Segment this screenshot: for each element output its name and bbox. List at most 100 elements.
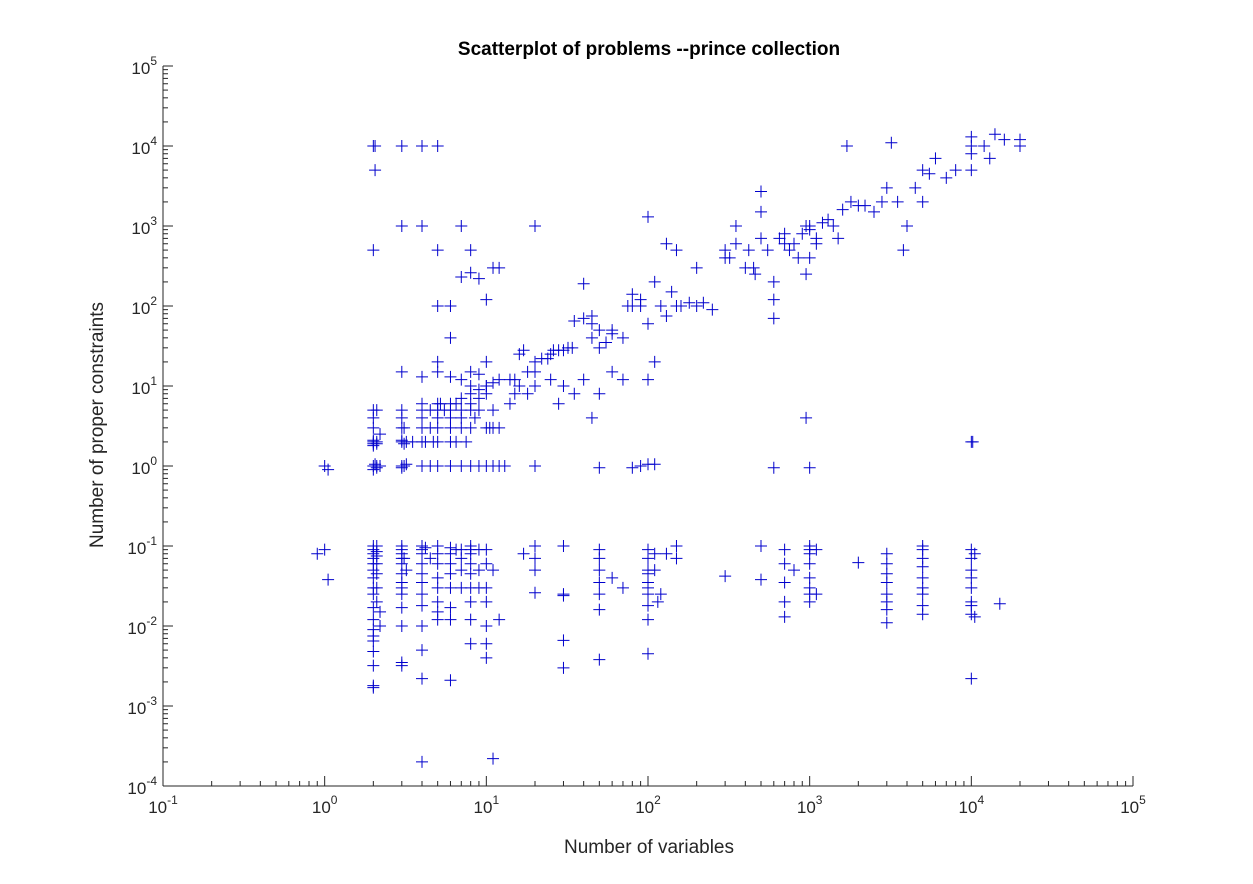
data-point — [648, 355, 661, 368]
data-point — [431, 365, 444, 378]
data-point — [431, 557, 444, 570]
data-point — [965, 672, 978, 685]
data-point — [803, 251, 816, 264]
data-point — [367, 645, 380, 658]
data-point — [788, 564, 800, 577]
data-point — [493, 421, 506, 434]
data-point — [398, 460, 411, 472]
data-point — [416, 620, 428, 632]
data-point — [577, 373, 590, 386]
x-tick-label: 102 — [635, 793, 661, 817]
data-point — [367, 681, 380, 694]
data-point — [778, 610, 791, 623]
data-point — [810, 588, 823, 601]
data-point — [778, 227, 791, 240]
data-point — [498, 460, 511, 472]
data-point — [544, 373, 557, 386]
data-point — [723, 251, 736, 264]
data-point — [788, 237, 800, 250]
data-point — [916, 608, 929, 621]
data-point — [949, 164, 962, 177]
data-point — [880, 616, 893, 629]
data-point — [585, 331, 598, 344]
data-point — [431, 581, 444, 594]
data-point — [311, 547, 324, 560]
data-point — [606, 327, 619, 340]
data-point — [513, 380, 526, 392]
y-axis-label: Number of proper constraints — [87, 302, 108, 548]
data-point — [472, 272, 485, 285]
y-tick-base: 10 — [131, 459, 150, 478]
data-point — [416, 370, 428, 383]
data-point — [529, 586, 541, 599]
data-point — [557, 634, 570, 647]
y-tick-label: 105 — [131, 54, 157, 78]
data-point — [670, 552, 683, 565]
data-point — [593, 653, 606, 666]
data-point — [577, 312, 590, 325]
data-point — [626, 288, 639, 301]
y-tick-exponent: -1 — [146, 534, 157, 548]
y-tick-base: 10 — [131, 139, 150, 158]
data-point — [367, 634, 380, 647]
data-point — [810, 543, 823, 556]
data-point — [472, 404, 485, 417]
data-point — [648, 275, 661, 288]
data-point — [778, 543, 791, 556]
data-point — [464, 637, 477, 650]
data-point — [665, 285, 678, 298]
y-tick-label: 10-4 — [127, 774, 157, 798]
x-tick-exponent: 2 — [654, 793, 661, 807]
data-point — [968, 547, 981, 560]
data-point — [480, 557, 493, 570]
data-point — [374, 605, 387, 618]
x-tick-base: 10 — [312, 798, 331, 817]
data-point — [988, 128, 1001, 141]
data-point — [464, 244, 477, 257]
x-tick-exponent: 3 — [816, 793, 823, 807]
data-point — [916, 164, 929, 177]
data-point — [529, 552, 541, 565]
data-point — [642, 613, 654, 626]
data-point — [557, 380, 570, 392]
data-point — [395, 434, 408, 447]
y-tick-exponent: -4 — [146, 774, 157, 788]
data-point — [444, 460, 457, 472]
data-point — [803, 595, 816, 608]
data-point — [593, 552, 606, 565]
data-point — [767, 461, 780, 474]
y-tick-exponent: -2 — [146, 614, 157, 628]
data-point — [431, 435, 444, 448]
data-point — [767, 312, 780, 325]
x-tick-base: 10 — [959, 798, 978, 817]
data-point — [916, 588, 929, 601]
data-point — [517, 344, 530, 357]
data-point — [836, 203, 849, 216]
y-tick-label: 101 — [131, 374, 157, 398]
data-point — [416, 576, 428, 589]
data-point — [464, 365, 477, 378]
data-point — [444, 581, 457, 594]
data-point — [642, 210, 654, 223]
data-point — [464, 421, 477, 434]
data-point — [369, 458, 382, 471]
data-point — [940, 171, 953, 184]
data-point — [444, 613, 457, 626]
data-point — [993, 597, 1006, 610]
data-point — [742, 244, 755, 257]
data-point — [875, 195, 888, 208]
data-point — [472, 564, 485, 577]
data-points — [311, 128, 1026, 768]
chart-title: Scatterplot of problems --prince collect… — [458, 39, 840, 60]
data-point — [398, 552, 411, 565]
data-point — [822, 213, 835, 226]
data-point — [395, 140, 408, 152]
data-point — [493, 373, 506, 386]
data-point — [395, 620, 408, 632]
data-point — [585, 411, 598, 424]
data-point — [868, 205, 880, 218]
data-point — [585, 317, 598, 330]
data-point — [444, 300, 457, 312]
data-point — [697, 296, 710, 309]
data-point — [566, 341, 579, 354]
